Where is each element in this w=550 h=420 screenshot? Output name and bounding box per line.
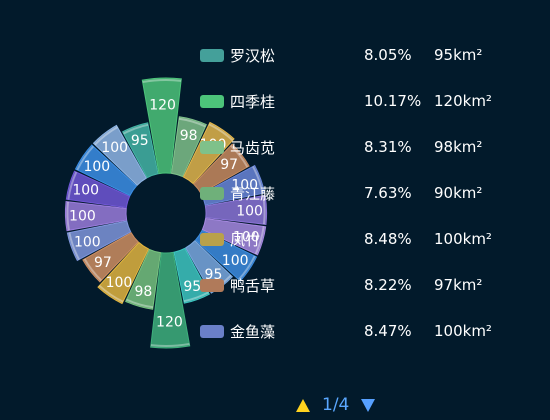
rose-slice-rim: [230, 144, 249, 168]
legend-area: 97km²: [434, 276, 483, 294]
legend-swatch: [200, 140, 224, 154]
rose-value-label: 98: [134, 284, 152, 300]
legend-swatch: [200, 232, 224, 246]
rose-value-label: 100: [69, 209, 96, 225]
legend-area: 98km²: [434, 138, 483, 156]
legend-percent: 8.48%: [364, 230, 412, 248]
rose-slice-rim: [98, 284, 124, 303]
rose-value-label: 95: [131, 133, 149, 149]
rose-value-label: 100: [74, 234, 101, 250]
rose-slice-rim: [126, 298, 154, 309]
legend-name: 鸭舌草: [230, 276, 276, 295]
legend-item-5[interactable]: 凤竹 8.48% 100km²: [200, 228, 530, 250]
rose-value-label: 100: [236, 203, 263, 219]
rose-slice-rim: [252, 166, 264, 194]
legend-swatch: [200, 94, 224, 108]
rose-slice-rim: [142, 79, 182, 84]
rose-value-label: 97: [220, 157, 238, 173]
rose-slice-rim: [67, 171, 78, 200]
legend-item-1[interactable]: 罗汉松 8.05% 95km²: [200, 44, 530, 66]
rose-slice[interactable]: [121, 122, 159, 179]
rose-value-label: 100: [231, 178, 258, 194]
rose-value-label: 97: [94, 255, 112, 271]
rose-slice-rim: [83, 258, 102, 282]
rose-slice[interactable]: [170, 116, 207, 178]
rose-value-label: 100: [233, 229, 260, 245]
legend-percent: 8.31%: [364, 138, 412, 156]
rose-value-label: 100: [72, 183, 99, 199]
legend-swatch: [200, 186, 224, 200]
rose-slice-rim: [68, 232, 80, 260]
rose-slice-rim: [94, 126, 118, 146]
legend-area: 100km²: [434, 322, 492, 340]
legend-pager: 1/4: [296, 394, 376, 416]
legend-name: 罗汉松: [230, 46, 276, 65]
rose-slice-rim: [150, 342, 190, 347]
rose-slice-rim: [254, 226, 265, 255]
rose-value-label: 100: [106, 275, 133, 291]
pager-down-icon[interactable]: [361, 398, 376, 412]
legend-name: 青江藤: [230, 184, 276, 203]
legend-area: 100km²: [434, 230, 492, 248]
rose-slice[interactable]: [201, 217, 267, 256]
rose-slice-rim: [66, 201, 70, 231]
pager-text: 1/4: [322, 395, 350, 415]
rose-value-label: 100: [101, 140, 128, 156]
rose-slice-rim: [76, 145, 95, 171]
rose-slice[interactable]: [97, 241, 150, 305]
rose-slice-rim: [183, 291, 209, 303]
rose-value-label: 100: [222, 253, 249, 269]
legend-swatch: [200, 48, 224, 62]
rose-slice[interactable]: [66, 220, 132, 262]
rose-center-hole: [127, 174, 205, 252]
legend-name: 四季桂: [230, 92, 276, 111]
rose-slice[interactable]: [82, 232, 139, 283]
rose-slice[interactable]: [193, 143, 250, 194]
rose-slice[interactable]: [141, 77, 182, 175]
rose-slice[interactable]: [150, 251, 191, 349]
legend-percent: 8.47%: [364, 322, 412, 340]
legend-percent: 8.05%: [364, 46, 412, 64]
pager-up-icon[interactable]: [296, 398, 310, 412]
rose-value-label: 95: [183, 279, 201, 295]
rose-slice-rim: [178, 117, 206, 128]
legend-area: 120km²: [434, 92, 492, 110]
rose-slice-rim: [237, 255, 256, 281]
legend-percent: 10.17%: [364, 92, 422, 110]
rose-value-label: 120: [149, 98, 176, 114]
legend-item-3[interactable]: 马齿苋 8.31% 98km²: [200, 136, 530, 158]
rose-slice[interactable]: [92, 124, 147, 186]
legend-item-7[interactable]: 金鱼藻 8.47% 100km²: [200, 320, 530, 342]
legend-percent: 7.63%: [364, 184, 412, 202]
legend-item-6[interactable]: 鸭舌草 8.22% 97km²: [200, 274, 530, 296]
legend-item-2[interactable]: 四季桂 10.17% 120km²: [200, 90, 530, 112]
legend-item-4[interactable]: 青江藤 7.63% 90km²: [200, 182, 530, 204]
rose-value-label: 100: [83, 159, 110, 175]
legend-area: 95km²: [434, 46, 483, 64]
rose-slice-rim: [123, 123, 149, 135]
rose-value-label: 98: [180, 128, 198, 144]
legend-area: 90km²: [434, 184, 483, 202]
legend-name: 凤竹: [230, 230, 261, 249]
rose-slice-rim: [262, 195, 266, 225]
rose-slice[interactable]: [74, 144, 138, 197]
rose-slice-rim: [208, 123, 234, 142]
legend-swatch: [200, 278, 224, 292]
rose-slice[interactable]: [204, 194, 268, 225]
rose-value-label: 120: [156, 314, 183, 330]
legend-name: 马齿苋: [230, 138, 276, 157]
rose-slice[interactable]: [64, 201, 128, 232]
legend-swatch: [200, 324, 224, 338]
legend-name: 金鱼藻: [230, 322, 276, 341]
rose-slice[interactable]: [125, 248, 162, 310]
rose-slice[interactable]: [65, 170, 131, 209]
legend-percent: 8.22%: [364, 276, 412, 294]
